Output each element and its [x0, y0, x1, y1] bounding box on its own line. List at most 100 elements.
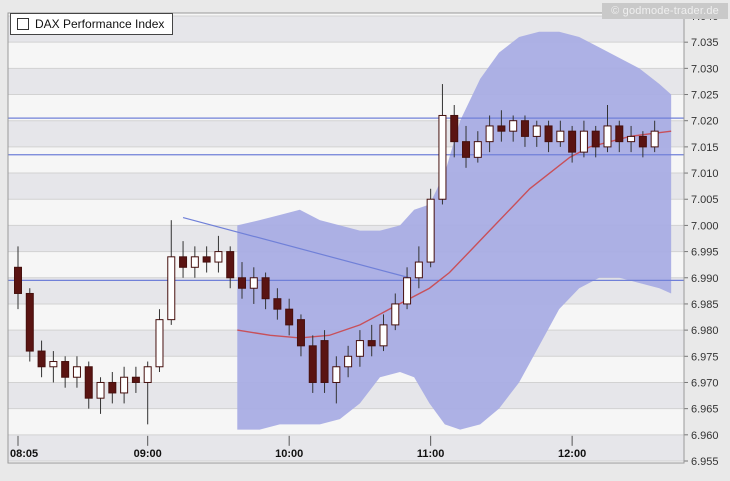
candle-body: [438, 114, 447, 200]
candle: [509, 115, 518, 142]
legend-label: DAX Performance Index: [35, 17, 165, 31]
candle: [450, 105, 459, 158]
plot-border: [7, 12, 685, 464]
candle: [49, 351, 58, 383]
y-axis-tick-label: 6.985: [691, 299, 719, 311]
candle: [473, 131, 482, 163]
candle-body: [155, 319, 164, 368]
candle-body: [296, 319, 305, 347]
candle-body: [355, 340, 364, 357]
candle: [391, 293, 400, 331]
candle: [25, 288, 34, 362]
candle-body: [462, 141, 471, 158]
candle-body: [509, 120, 518, 132]
candle-body: [568, 130, 577, 153]
candle-body: [190, 256, 199, 268]
candle: [462, 125, 471, 168]
candle-body: [320, 340, 329, 383]
candle: [120, 366, 129, 404]
candle: [131, 366, 140, 393]
candle: [520, 115, 529, 147]
candle-body: [497, 125, 506, 132]
candle-body: [249, 277, 258, 289]
candle-body: [285, 308, 294, 326]
y-axis-tick-label: 6.965: [691, 404, 719, 416]
candle-body: [450, 114, 459, 143]
candle: [37, 340, 46, 378]
candle: [108, 372, 117, 404]
candle: [320, 330, 329, 393]
candle-body: [25, 292, 34, 352]
candle-body: [332, 366, 341, 383]
candle: [591, 125, 600, 158]
candle: [438, 84, 447, 205]
candle: [627, 125, 636, 153]
watermark: © godmode-trader.de: [602, 3, 728, 19]
candle: [579, 120, 588, 158]
legend-checkbox[interactable]: [17, 18, 29, 30]
y-axis-tick-label: 6.970: [691, 377, 719, 389]
candle-body: [603, 125, 612, 148]
horizontal-levels: [8, 117, 684, 281]
candle-body: [414, 261, 423, 279]
y-axis-tick-label: 6.960: [691, 430, 719, 442]
candle: [167, 220, 176, 325]
x-axis-tick-label: 09:00: [134, 448, 162, 460]
y-axis-tick-label: 7.025: [691, 90, 719, 102]
y-axis-tick-label: 7.000: [691, 220, 719, 232]
y-axis-tick-label: 7.005: [691, 194, 719, 206]
candle: [238, 262, 247, 299]
candle-body: [638, 135, 647, 148]
candle-body: [391, 303, 400, 326]
candle-body: [143, 366, 152, 383]
candle-body: [120, 376, 129, 394]
candle-body: [308, 345, 317, 383]
candle: [273, 288, 282, 320]
candle-body: [167, 256, 176, 321]
candle: [544, 120, 553, 153]
candle-body: [273, 298, 282, 310]
candle-body: [37, 350, 46, 368]
candle-body: [14, 266, 22, 294]
x-axis-tick-label: 10:00: [275, 448, 303, 460]
x-axis-tick-label: 08:05: [10, 448, 38, 460]
candle-body: [84, 366, 93, 399]
candle-body: [131, 376, 140, 383]
candle: [332, 356, 341, 404]
candle-body: [202, 256, 211, 263]
candle-body: [61, 361, 70, 378]
candle: [179, 241, 188, 278]
candle: [568, 125, 577, 163]
y-axis-tick-label: 6.975: [691, 351, 719, 363]
candle-body: [179, 256, 188, 268]
candle-body: [520, 120, 529, 137]
candle-body: [591, 130, 600, 148]
candle-body: [544, 125, 553, 143]
candle-body: [96, 381, 105, 399]
candle-body: [615, 125, 624, 143]
candle: [214, 235, 223, 273]
candle-body: [379, 324, 388, 347]
candle: [497, 110, 506, 142]
x-axis-tick-label: 12:00: [558, 448, 586, 460]
candle-body: [226, 251, 235, 279]
candle: [14, 246, 22, 310]
candle-body: [556, 130, 565, 143]
candle: [403, 267, 412, 310]
candle: [556, 120, 565, 147]
candle: [143, 361, 152, 425]
candle-body: [344, 355, 353, 368]
candle: [426, 188, 435, 268]
candle: [84, 361, 93, 409]
candle-body: [49, 361, 58, 368]
candle: [414, 246, 423, 289]
candle-body: [214, 251, 223, 263]
trend-line: [182, 216, 410, 279]
candle: [485, 115, 494, 153]
candle: [61, 356, 70, 388]
candle: [379, 314, 388, 352]
candle-body: [532, 125, 541, 137]
y-axis-tick-label: 7.020: [691, 116, 719, 128]
y-axis-tick-label: 7.035: [691, 37, 719, 49]
y-axis-tick-label: 7.030: [691, 63, 719, 75]
